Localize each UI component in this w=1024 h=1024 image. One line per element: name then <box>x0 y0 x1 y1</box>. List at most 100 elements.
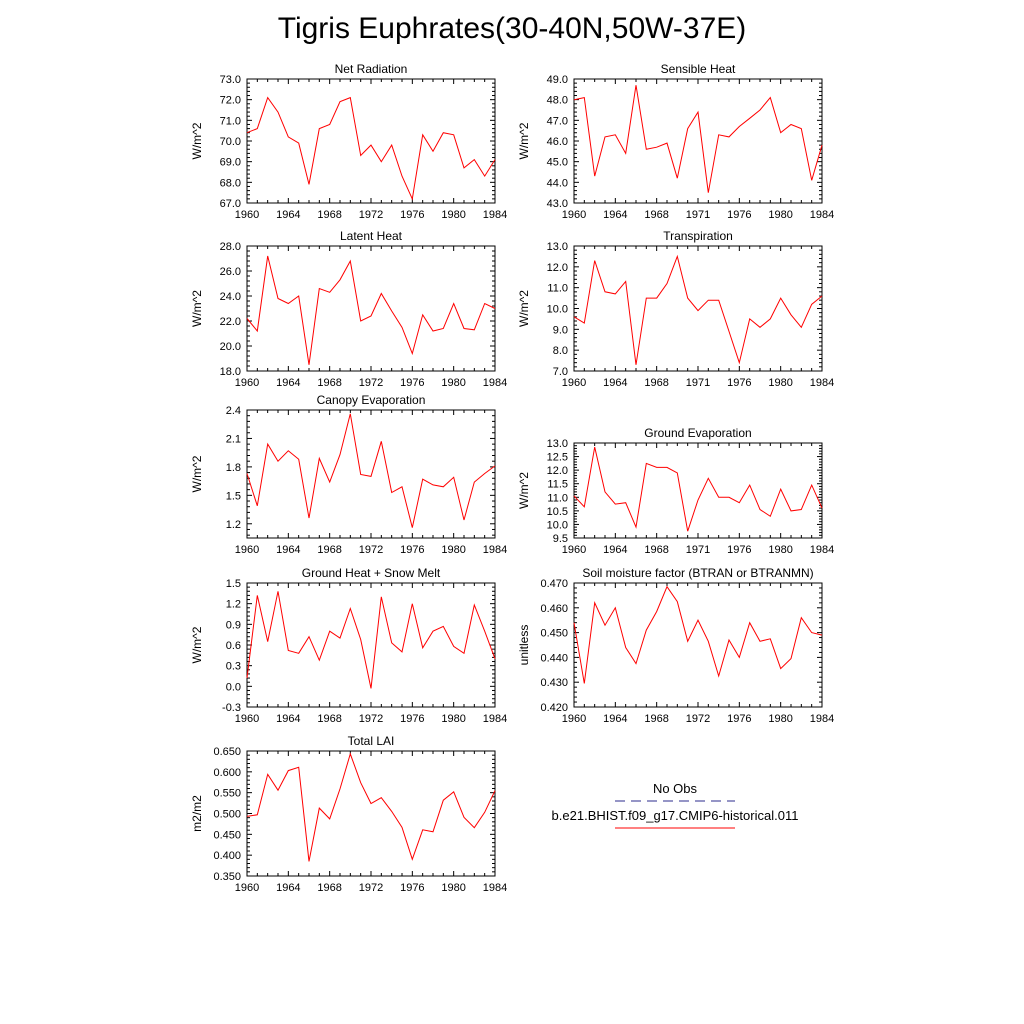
y-tick-label: 20.0 <box>220 341 241 353</box>
x-tick-label: 1960 <box>235 377 259 389</box>
x-tick-label: 1968 <box>644 544 668 556</box>
y-tick-label: 13.0 <box>547 438 568 450</box>
x-tick-label: 1984 <box>810 209 834 221</box>
plot-frame <box>573 78 823 204</box>
panel-title: Canopy Evaporation <box>317 393 426 407</box>
x-tick-label: 1968 <box>644 209 668 221</box>
y-tick-label: 0.420 <box>540 702 568 714</box>
y-tick-label: 1.5 <box>226 490 241 502</box>
x-tick-label: 1960 <box>562 377 586 389</box>
x-tick-label: 1980 <box>768 544 792 556</box>
y-tick-label: 18.0 <box>220 366 241 378</box>
y-tick-label: 1.5 <box>226 578 241 590</box>
y-tick-label: 10.5 <box>547 506 568 518</box>
y-tick-label: 10.0 <box>547 519 568 531</box>
y-tick-label: 0.500 <box>213 809 241 821</box>
y-tick-label: 11.5 <box>547 479 568 491</box>
series-line <box>246 413 496 528</box>
y-tick-label: 9.5 <box>553 533 568 545</box>
x-tick-label: 1984 <box>483 882 507 894</box>
x-tick-label: 1964 <box>276 377 300 389</box>
x-tick-label: 1972 <box>359 713 383 725</box>
x-tick-label: 1984 <box>810 544 834 556</box>
x-tick-label: 1984 <box>483 377 507 389</box>
x-tick-label: 1976 <box>727 377 751 389</box>
x-tick-label: 1960 <box>562 713 586 725</box>
y-tick-label: 43.0 <box>547 198 568 210</box>
chart-net-radiation: Net Radiation W/m^2 1960 1964 1968 1972 1976 19… <box>190 62 507 221</box>
legend-label: No Obs <box>653 781 698 796</box>
y-axis-label: W/m^2 <box>517 472 531 509</box>
plot-frame <box>246 78 496 204</box>
y-tick-label: 12.0 <box>547 465 568 477</box>
chart-transpiration: Transpiration W/m^2 1960 1964 1968 1971 1976 19… <box>517 229 834 389</box>
x-tick-label: 1971 <box>686 377 710 389</box>
x-tick-label: 1984 <box>810 713 834 725</box>
x-tick-label: 1971 <box>686 209 710 221</box>
x-tick-label: 1960 <box>235 209 259 221</box>
x-tick-label: 1964 <box>276 544 300 556</box>
x-tick-label: 1976 <box>400 713 424 725</box>
x-tick-label: 1976 <box>400 377 424 389</box>
x-tick-label: 1968 <box>644 377 668 389</box>
x-tick-label: 1980 <box>441 209 465 221</box>
x-tick-label: 1980 <box>768 377 792 389</box>
x-tick-label: 1976 <box>727 544 751 556</box>
y-tick-label: 0.600 <box>213 767 241 779</box>
series-line <box>573 585 823 684</box>
x-tick-label: 1968 <box>317 713 341 725</box>
chart-sensible-heat: Sensible Heat W/m^2 1960 1964 1968 1971 1976 19… <box>517 62 834 221</box>
y-tick-label: 0.650 <box>213 746 241 758</box>
x-tick-label: 1968 <box>317 377 341 389</box>
y-tick-label: 0.460 <box>540 603 568 615</box>
y-tick-label: 1.8 <box>226 462 241 474</box>
y-tick-label: 9.0 <box>553 324 568 336</box>
y-tick-label: 72.0 <box>220 95 241 107</box>
x-tick-label: 1964 <box>603 544 627 556</box>
panel-title: Sensible Heat <box>661 62 736 76</box>
y-tick-label: 47.0 <box>547 115 568 127</box>
x-tick-label: 1964 <box>603 209 627 221</box>
y-tick-label: 0.9 <box>226 619 241 631</box>
x-tick-label: 1976 <box>400 209 424 221</box>
y-axis-label: W/m^2 <box>190 455 204 492</box>
y-tick-label: 48.0 <box>547 95 568 107</box>
y-tick-label: 28.0 <box>220 241 241 253</box>
x-tick-label: 1964 <box>276 882 300 894</box>
y-tick-label: 24.0 <box>220 291 241 303</box>
y-tick-label: 44.0 <box>547 177 568 189</box>
x-tick-label: 1976 <box>727 209 751 221</box>
x-tick-label: 1980 <box>441 377 465 389</box>
x-tick-label: 1968 <box>317 544 341 556</box>
chart-latent-heat: Latent Heat W/m^2 1960 1964 1968 1972 1976 1980… <box>190 229 507 389</box>
x-tick-label: 1980 <box>768 209 792 221</box>
series-line <box>246 96 496 201</box>
y-axis-label: W/m^2 <box>517 122 531 159</box>
chart-total-lai: Total LAI m2/m2 1960 1964 1968 1972 1976 1980 19… <box>190 734 507 894</box>
plot-frame <box>246 409 496 539</box>
x-tick-label: 1960 <box>562 544 586 556</box>
y-tick-label: 0.6 <box>226 640 241 652</box>
x-tick-label: 1960 <box>562 209 586 221</box>
y-tick-label: 46.0 <box>547 136 568 148</box>
x-tick-label: 1968 <box>644 713 668 725</box>
y-tick-label: 1.2 <box>226 599 241 611</box>
x-tick-label: 1980 <box>768 713 792 725</box>
y-tick-label: 0.440 <box>540 652 568 664</box>
y-axis-label: m2/m2 <box>190 795 204 832</box>
plot-frame <box>573 245 823 372</box>
y-tick-label: 11.0 <box>547 283 568 295</box>
x-tick-label: 1980 <box>441 544 465 556</box>
y-tick-label: 0.0 <box>226 681 241 693</box>
x-tick-label: 1972 <box>359 377 383 389</box>
plot-frame <box>246 245 496 372</box>
x-tick-label: 1976 <box>400 544 424 556</box>
y-tick-label: 0.470 <box>540 578 568 590</box>
series-line <box>246 255 496 365</box>
y-axis-label: unitless <box>517 625 531 666</box>
x-tick-label: 1976 <box>727 713 751 725</box>
series-line <box>246 591 496 689</box>
y-tick-label: 69.0 <box>220 157 241 169</box>
y-tick-label: 22.0 <box>220 316 241 328</box>
